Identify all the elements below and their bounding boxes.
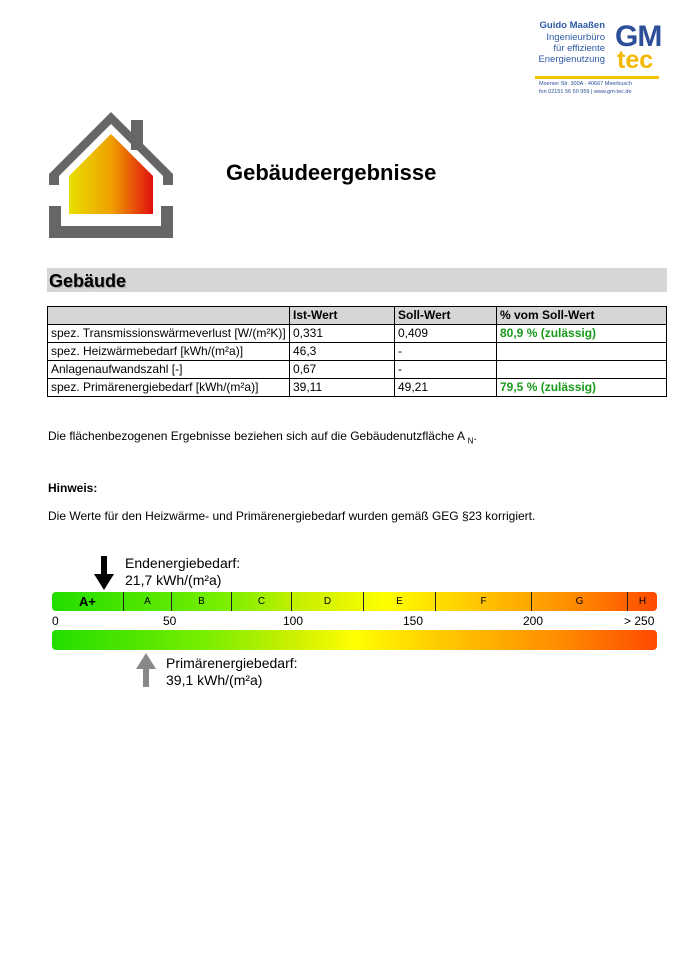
area-note-subscript: N bbox=[467, 436, 474, 446]
area-note: Die flächenbezogenen Ergebnisse beziehen… bbox=[48, 429, 477, 446]
hint-text: Die Werte für den Heizwärme- und Primäre… bbox=[48, 509, 536, 523]
primary-energy-label: Primärenergiebedarf: 39,1 kWh/(m²a) bbox=[166, 655, 298, 689]
scale-tick: 100 bbox=[283, 614, 304, 628]
scale-tick: 0 bbox=[52, 614, 59, 628]
energy-class-b: B bbox=[172, 592, 232, 611]
energy-class-h: H bbox=[638, 596, 647, 607]
cell: spez. Primärenergiebedarf [kWh/(m²a)] bbox=[47, 378, 290, 397]
cell bbox=[496, 360, 667, 379]
scale-tick: > 250 bbox=[624, 614, 655, 628]
cell: - bbox=[394, 342, 497, 361]
section-header: Gebäude bbox=[47, 268, 667, 292]
energy-class-bar: A+ A B C D E F G H bbox=[52, 592, 657, 611]
end-energy-label: Endenergiebedarf: 21,7 kWh/(m²a) bbox=[125, 555, 240, 589]
primary-energy-title: Primärenergiebedarf: bbox=[166, 655, 298, 671]
cell: 0,67 bbox=[289, 360, 395, 379]
energy-class-aplus: A+ bbox=[52, 592, 124, 611]
hint-title: Hinweis: bbox=[48, 481, 98, 495]
company-logo: Guido Maaßen Ingenieurbüro für effizient… bbox=[527, 18, 667, 98]
status-cell: 80,9 % (zulässig) bbox=[496, 324, 667, 343]
primary-energy-arrow-icon bbox=[135, 653, 156, 692]
cell: Anlagenaufwandszahl [-] bbox=[47, 360, 290, 379]
header-cell: Ist-Wert bbox=[289, 306, 395, 325]
cell: - bbox=[394, 360, 497, 379]
scale-tick: 200 bbox=[523, 614, 544, 628]
cell: 0,331 bbox=[289, 324, 395, 343]
header-cell: Soll-Wert bbox=[394, 306, 497, 325]
table-row: spez. Heizwärmebedarf [kWh/(m²a)] 46,3- bbox=[47, 342, 667, 361]
end-energy-value: 21,7 kWh/(m²a) bbox=[125, 572, 222, 588]
table-header: Ist-Wert Soll-Wert % vom Soll-Wert bbox=[47, 306, 667, 325]
end-energy-title: Endenergiebedarf: bbox=[125, 555, 241, 571]
energy-class-e: E bbox=[364, 592, 436, 611]
energy-class-a: A bbox=[124, 592, 172, 611]
scale-tick: 150 bbox=[403, 614, 424, 628]
cell: 49,21 bbox=[394, 378, 497, 397]
status-cell: 79,5 % (zulässig) bbox=[496, 378, 667, 397]
cell: 0,409 bbox=[394, 324, 497, 343]
area-note-text: Die flächenbezogenen Ergebnisse beziehen… bbox=[48, 429, 465, 443]
section-title: Gebäude bbox=[49, 271, 127, 291]
energy-class-f: F bbox=[436, 592, 532, 611]
energy-class-c: C bbox=[232, 592, 292, 611]
end-energy-arrow-icon bbox=[94, 556, 115, 595]
cell bbox=[496, 342, 667, 361]
table-row: spez. Transmissionswärmeverlust [W/(m²K)… bbox=[47, 324, 667, 343]
header-cell bbox=[47, 306, 290, 325]
cell: spez. Transmissionswärmeverlust [W/(m²K)… bbox=[47, 324, 290, 343]
scale-tick: 50 bbox=[163, 614, 177, 628]
page-title: Gebäudeergebnisse bbox=[226, 160, 437, 185]
cell: 46,3 bbox=[289, 342, 395, 361]
header-cell: % vom Soll-Wert bbox=[496, 306, 667, 325]
energy-class-d: D bbox=[292, 592, 364, 611]
primary-energy-value: 39,1 kWh/(m²a) bbox=[166, 672, 263, 688]
cell: 39,11 bbox=[289, 378, 395, 397]
table-row: Anlagenaufwandszahl [-] 0,67- bbox=[47, 360, 667, 379]
house-icon bbox=[49, 112, 173, 238]
energy-class-g: G bbox=[532, 592, 628, 611]
table-row: spez. Primärenergiebedarf [kWh/(m²a)] 39,… bbox=[47, 378, 667, 397]
cell: spez. Heizwärmebedarf [kWh/(m²a)] bbox=[47, 342, 290, 361]
results-table: Ist-Wert Soll-Wert % vom Soll-Wert spez.… bbox=[47, 306, 667, 397]
energy-gradient-bar bbox=[52, 630, 657, 650]
